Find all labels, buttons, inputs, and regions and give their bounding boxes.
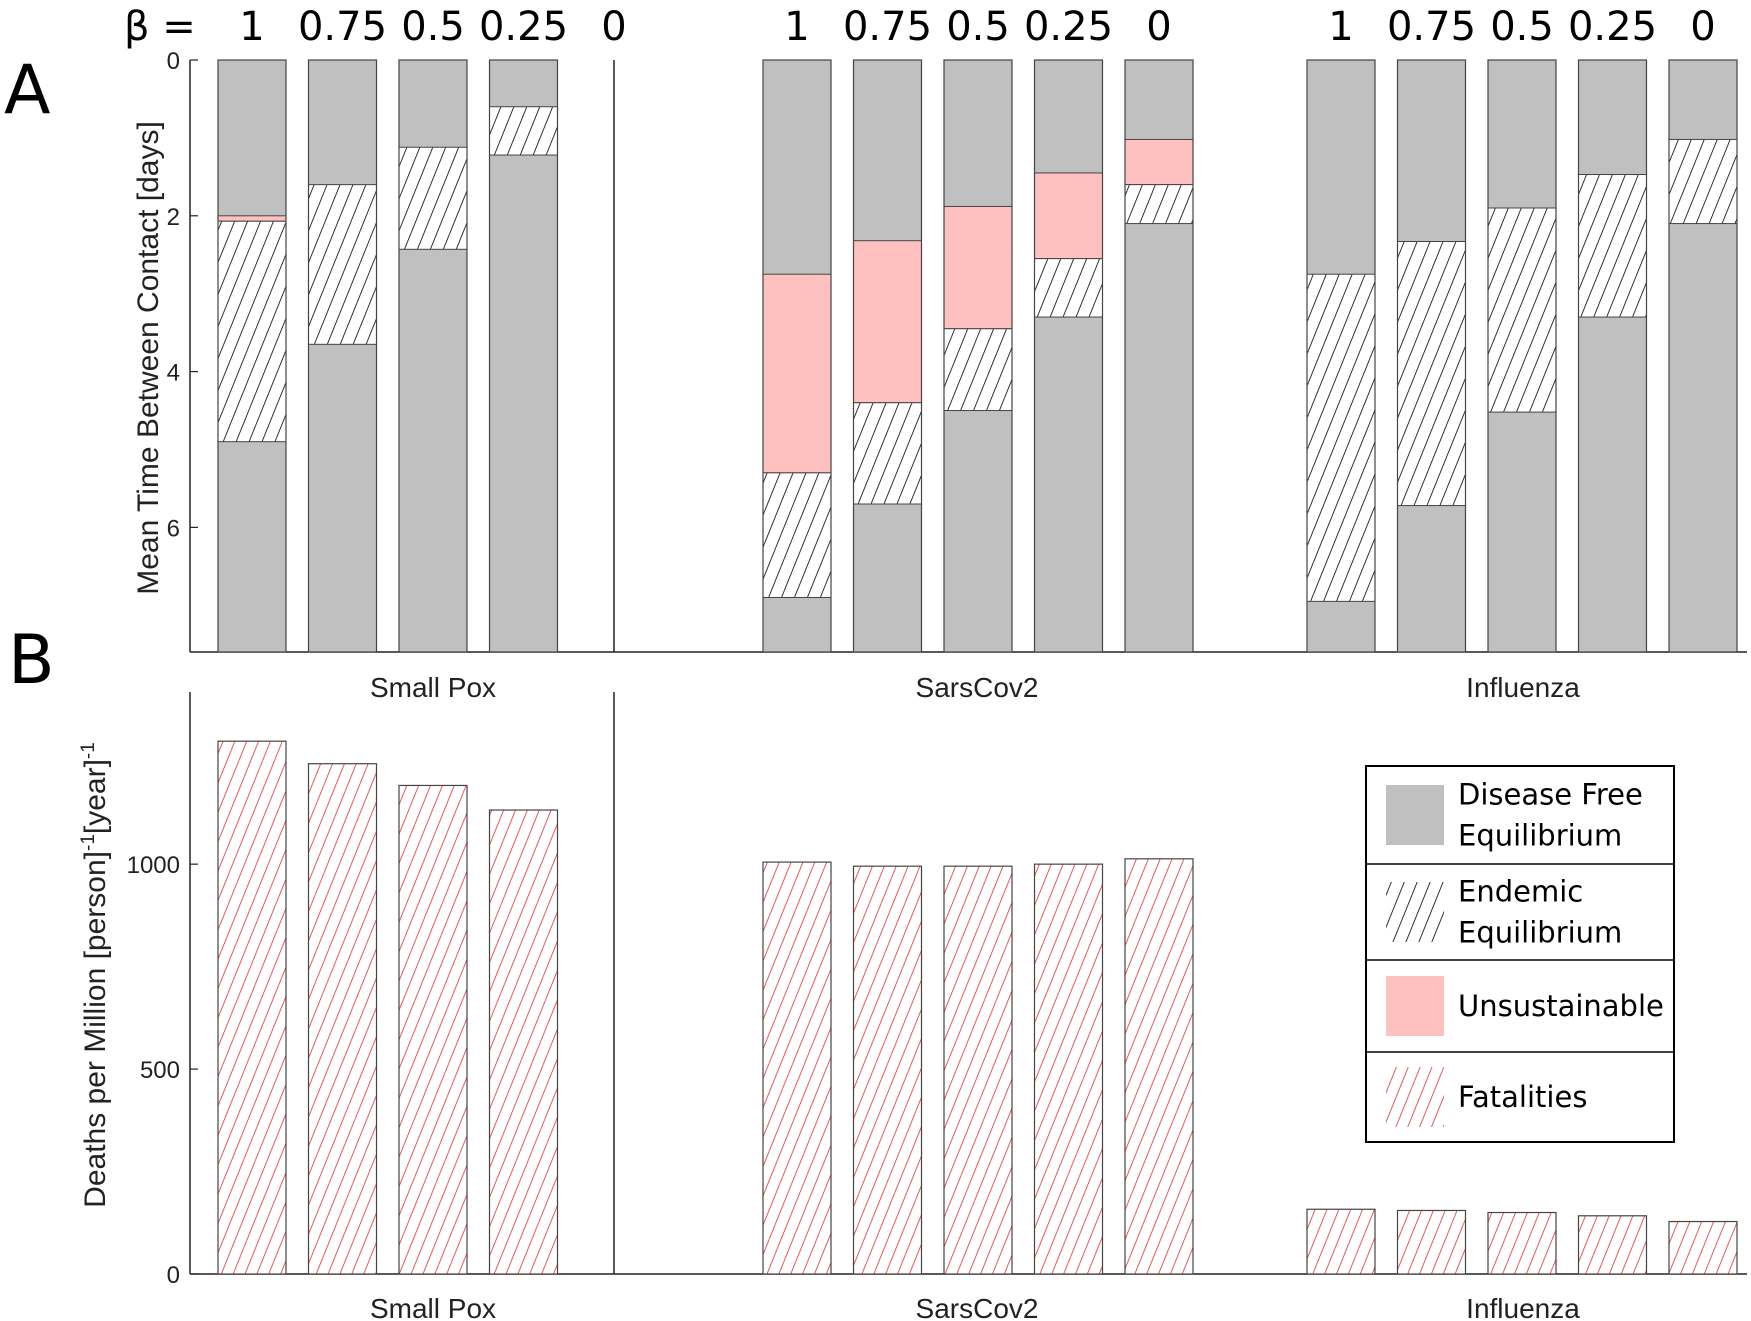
bar-outline bbox=[1668, 59, 1738, 653]
bar-outline bbox=[1033, 59, 1104, 653]
disease-free-bar bbox=[308, 60, 377, 652]
beta-label: 1 bbox=[1328, 4, 1353, 50]
bar-outline bbox=[488, 59, 559, 653]
panel-a-y-tick-label: 0 bbox=[167, 48, 180, 75]
fatalities-bar bbox=[1396, 1209, 1467, 1275]
panel-a-plot: 0 2 4 6 bbox=[167, 48, 1747, 653]
fatalities-bar bbox=[307, 763, 378, 1275]
unsustainable-segment bbox=[762, 273, 832, 474]
disease-free-bar bbox=[489, 60, 558, 652]
fatalities-bar bbox=[1668, 1220, 1738, 1275]
fatalities-bar bbox=[488, 809, 559, 1275]
bar-outline bbox=[1577, 59, 1648, 653]
beta-label: 0.5 bbox=[946, 4, 1010, 50]
endemic-segment bbox=[1034, 258, 1103, 318]
beta-label: 0 bbox=[1690, 4, 1715, 50]
bar-outline bbox=[943, 59, 1013, 653]
legend-label-unsustainable: Unsustainable bbox=[1458, 989, 1664, 1023]
panel-label-a: A bbox=[4, 51, 51, 130]
panel-b-y-tick-label: 500 bbox=[140, 1057, 180, 1084]
fatalities-bar bbox=[1033, 863, 1104, 1275]
endemic-segment bbox=[1306, 273, 1376, 602]
bar-outline bbox=[398, 59, 468, 653]
endemic-segment bbox=[489, 106, 558, 156]
beta-label: 0.75 bbox=[1387, 4, 1476, 50]
endemic-segment bbox=[1578, 174, 1647, 318]
beta-label: 1 bbox=[784, 4, 809, 50]
unsustainable-segment bbox=[217, 215, 287, 222]
legend-label-disease_free: Equilibrium bbox=[1458, 819, 1622, 853]
beta-label: 0.25 bbox=[1568, 4, 1657, 50]
bar-outline bbox=[852, 59, 923, 653]
beta-label: 0 bbox=[1146, 4, 1171, 50]
beta-label: 0.5 bbox=[401, 4, 465, 50]
endemic-segment bbox=[762, 472, 832, 598]
beta-label: 0.75 bbox=[843, 4, 932, 50]
panel-label-b: B bbox=[8, 621, 55, 700]
bar-outline bbox=[762, 59, 832, 653]
legend-swatch-disease_free bbox=[1386, 785, 1444, 845]
panel-b-y-tick-label: 1000 bbox=[127, 852, 180, 879]
panel-a-y-tick-label: 4 bbox=[167, 360, 180, 387]
fatalities-bar bbox=[398, 784, 468, 1275]
bar-outline bbox=[1396, 59, 1467, 653]
fatalities-bar bbox=[1577, 1215, 1648, 1275]
bar-outline bbox=[217, 59, 287, 653]
fatalities-bar bbox=[217, 740, 287, 1275]
panel-b-group-label-influenza: Influenza bbox=[1466, 1293, 1580, 1321]
bar-outline bbox=[1124, 59, 1194, 653]
panel-a-group-label-smallpox: Small Pox bbox=[370, 672, 496, 703]
fatalities-bar bbox=[1487, 1211, 1557, 1275]
legend-label-endemic: Endemic bbox=[1458, 875, 1583, 909]
bar-outline bbox=[1487, 59, 1557, 653]
panel-b-y-axis-label: Deaths per Million [person]-1[year]-1 bbox=[78, 742, 112, 1208]
beta-label: 0.5 bbox=[1490, 4, 1554, 50]
panel-a-y-tick-label: 2 bbox=[167, 204, 180, 231]
unsustainable-segment bbox=[1124, 138, 1194, 186]
endemic-segment bbox=[1124, 184, 1194, 225]
beta-label: 0 bbox=[601, 4, 626, 50]
fatalities-bar bbox=[943, 865, 1013, 1275]
beta-label: 0.25 bbox=[479, 4, 568, 50]
panel-b-group-label-smallpox: Small Pox bbox=[370, 1293, 496, 1321]
panel-a-y-tick-label: 6 bbox=[167, 515, 180, 542]
unsustainable-segment bbox=[943, 205, 1013, 330]
fatalities-bar bbox=[1124, 858, 1194, 1275]
disease-free-bar bbox=[1034, 60, 1103, 652]
endemic-segment bbox=[1668, 138, 1738, 225]
bar-outline bbox=[1306, 59, 1376, 653]
endemic-segment bbox=[943, 328, 1013, 412]
bar-outline bbox=[307, 59, 378, 653]
legend-label-endemic: Equilibrium bbox=[1458, 916, 1622, 950]
endemic-segment bbox=[853, 402, 922, 505]
endemic-segment bbox=[308, 184, 377, 345]
fatalities-bar bbox=[1306, 1208, 1376, 1275]
endemic-segment bbox=[217, 220, 287, 443]
legend-swatch-endemic bbox=[1386, 882, 1444, 942]
legend-label-disease_free: Disease Free bbox=[1458, 778, 1643, 812]
panel-a-group-label-sarscov2: SarsCov2 bbox=[916, 672, 1039, 703]
unsustainable-segment bbox=[853, 240, 922, 404]
panel-b-plot: 0 500 1000 bbox=[127, 692, 1747, 1289]
beta-label: 0.75 bbox=[298, 4, 387, 50]
unsustainable-segment bbox=[1034, 172, 1103, 260]
beta-label: 1 bbox=[239, 4, 264, 50]
beta-label: 0.25 bbox=[1024, 4, 1113, 50]
panel-a-group-label-influenza: Influenza bbox=[1466, 672, 1580, 703]
disease-free-bar bbox=[1578, 60, 1647, 652]
panel-b-y-tick-label: 0 bbox=[167, 1262, 180, 1289]
legend: Disease Free Equilibrium Endemic Equilibriu… bbox=[1365, 765, 1675, 1143]
endemic-segment bbox=[1397, 240, 1466, 507]
fatalities-bar bbox=[762, 861, 832, 1275]
endemic-segment bbox=[1487, 207, 1557, 413]
legend-label-fatalities: Fatalities bbox=[1458, 1080, 1587, 1114]
beta-prefix: β = bbox=[124, 4, 196, 50]
fatalities-bar bbox=[852, 865, 923, 1275]
panel-a-y-axis-label: Mean Time Between Contact [days] bbox=[132, 121, 165, 595]
endemic-segment bbox=[398, 146, 468, 250]
legend-swatch-fatalities bbox=[1386, 1067, 1444, 1127]
legend-swatch-unsustainable bbox=[1386, 976, 1444, 1036]
panel-b-group-label-sarscov2: SarsCov2 bbox=[916, 1293, 1039, 1321]
